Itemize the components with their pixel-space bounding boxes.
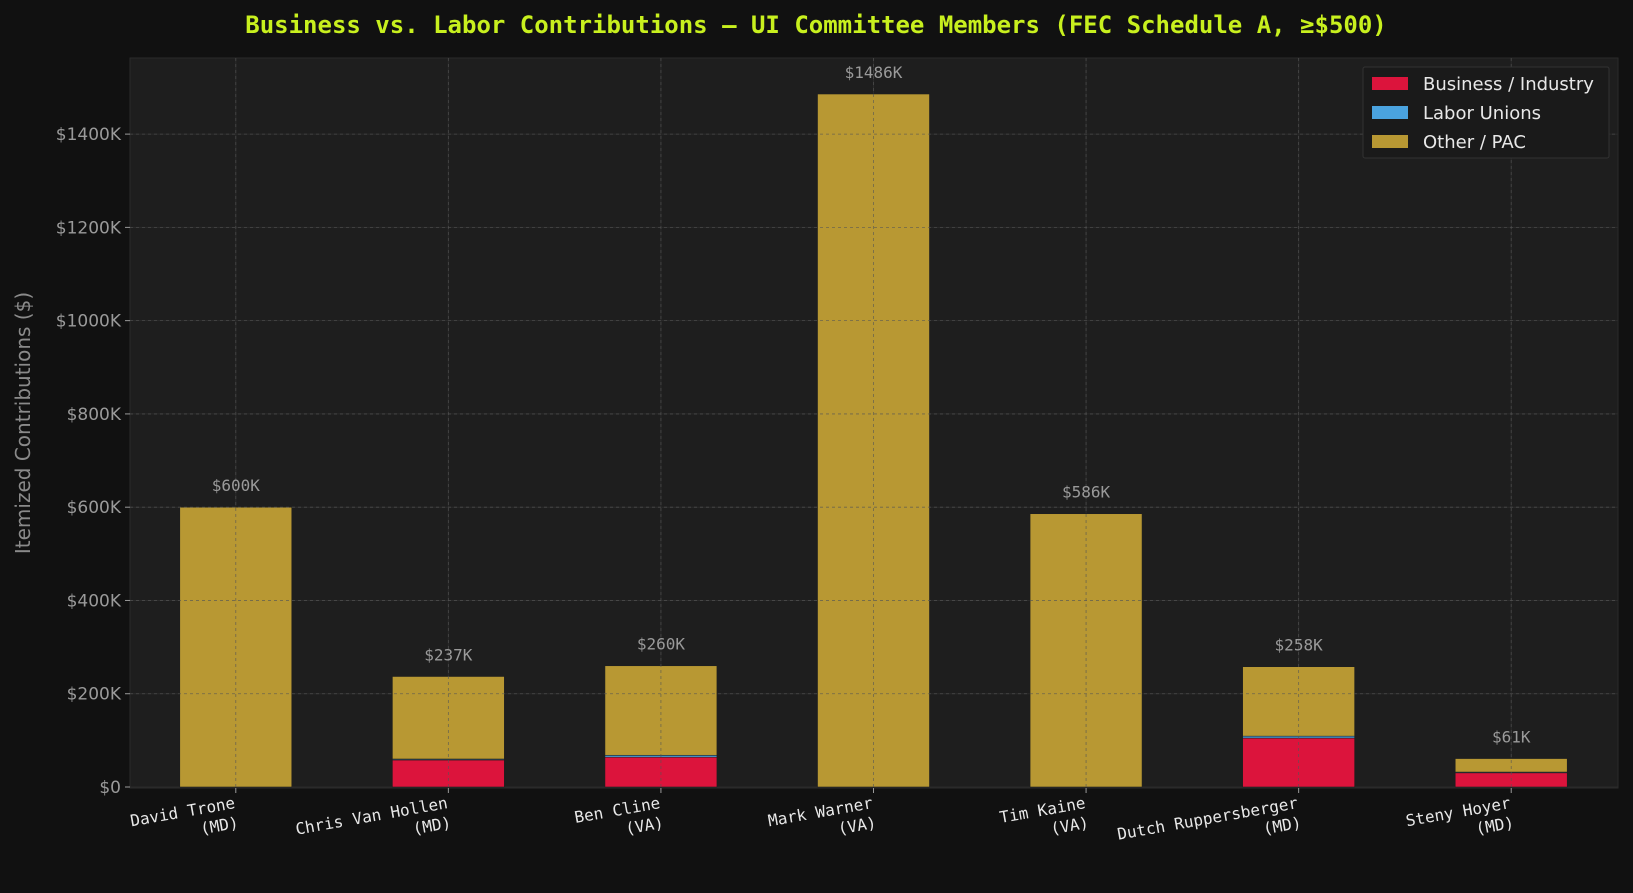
legend-label: Business / Industry <box>1423 74 1594 95</box>
y-tick-label: $800K <box>67 405 122 425</box>
legend-label: Other / PAC <box>1423 132 1526 153</box>
y-tick-label: $600K <box>67 498 122 518</box>
x-tick-label-text: Ben Cline(VA) <box>573 793 665 846</box>
legend-swatch <box>1372 106 1408 119</box>
x-axis: David Trone(MD) Chris Van Hollen(MD) Ben C… <box>129 788 1515 863</box>
dashed-gridlines <box>130 58 1618 788</box>
total-labels: $600K $237K $260K $1486K $586K $258K $61K <box>212 63 1531 747</box>
x-tick-label: Chris Van Hollen(MD) <box>294 793 453 858</box>
y-axis-label: Itemized Contributions ($) <box>11 292 35 554</box>
x-tick-label-text: Chris Van Hollen(MD) <box>294 793 453 858</box>
legend-swatch <box>1372 135 1408 148</box>
x-tick-label: Dutch Ruppersberger(MD) <box>1116 793 1303 863</box>
x-tick-label-text: Mark Warner(VA) <box>767 793 878 850</box>
bar-segment <box>1029 513 1143 788</box>
legend-label: Labor Unions <box>1423 103 1541 124</box>
total-label: $600K <box>212 476 261 495</box>
x-tick-label: Steny Hoyer(MD) <box>1404 793 1515 850</box>
y-tick-label: $200K <box>67 685 122 705</box>
total-label: $260K <box>637 635 686 654</box>
total-label: $237K <box>424 645 473 664</box>
x-tick-label-text: Steny Hoyer(MD) <box>1404 793 1515 850</box>
x-tick-label: Ben Cline(VA) <box>573 793 665 846</box>
y-axis: $0 $200K $400K $600K $800K $1000K $1200K $1400K <box>56 125 130 798</box>
x-tick-label-text: Dutch Ruppersberger(MD) <box>1116 793 1303 863</box>
y-tick-label: $1000K <box>56 312 122 332</box>
bar-segment <box>604 665 718 756</box>
total-label: $258K <box>1275 636 1324 655</box>
y-tick-label: $1200K <box>56 218 122 238</box>
total-label: $1486K <box>845 63 903 82</box>
x-tick-label: Mark Warner(VA) <box>767 793 878 850</box>
y-tick-label: $0 <box>99 778 121 798</box>
x-tick-label-text: David Trone(MD) <box>129 793 240 850</box>
legend-swatch <box>1372 77 1408 90</box>
chart-title: Business vs. Labor Contributions — UI Co… <box>245 11 1387 39</box>
x-tick-label: David Trone(MD) <box>129 793 240 850</box>
x-tick-label-text: Tim Kaine(VA) <box>998 793 1090 846</box>
legend: Business / Industry Labor Unions Other / P… <box>1362 66 1610 159</box>
x-tick-label: Tim Kaine(VA) <box>998 793 1090 846</box>
total-label: $61K <box>1492 728 1531 747</box>
total-label: $586K <box>1062 483 1111 502</box>
legend-box <box>1362 66 1610 159</box>
y-tick-label: $400K <box>67 591 122 611</box>
y-tick-label: $1400K <box>56 125 122 145</box>
